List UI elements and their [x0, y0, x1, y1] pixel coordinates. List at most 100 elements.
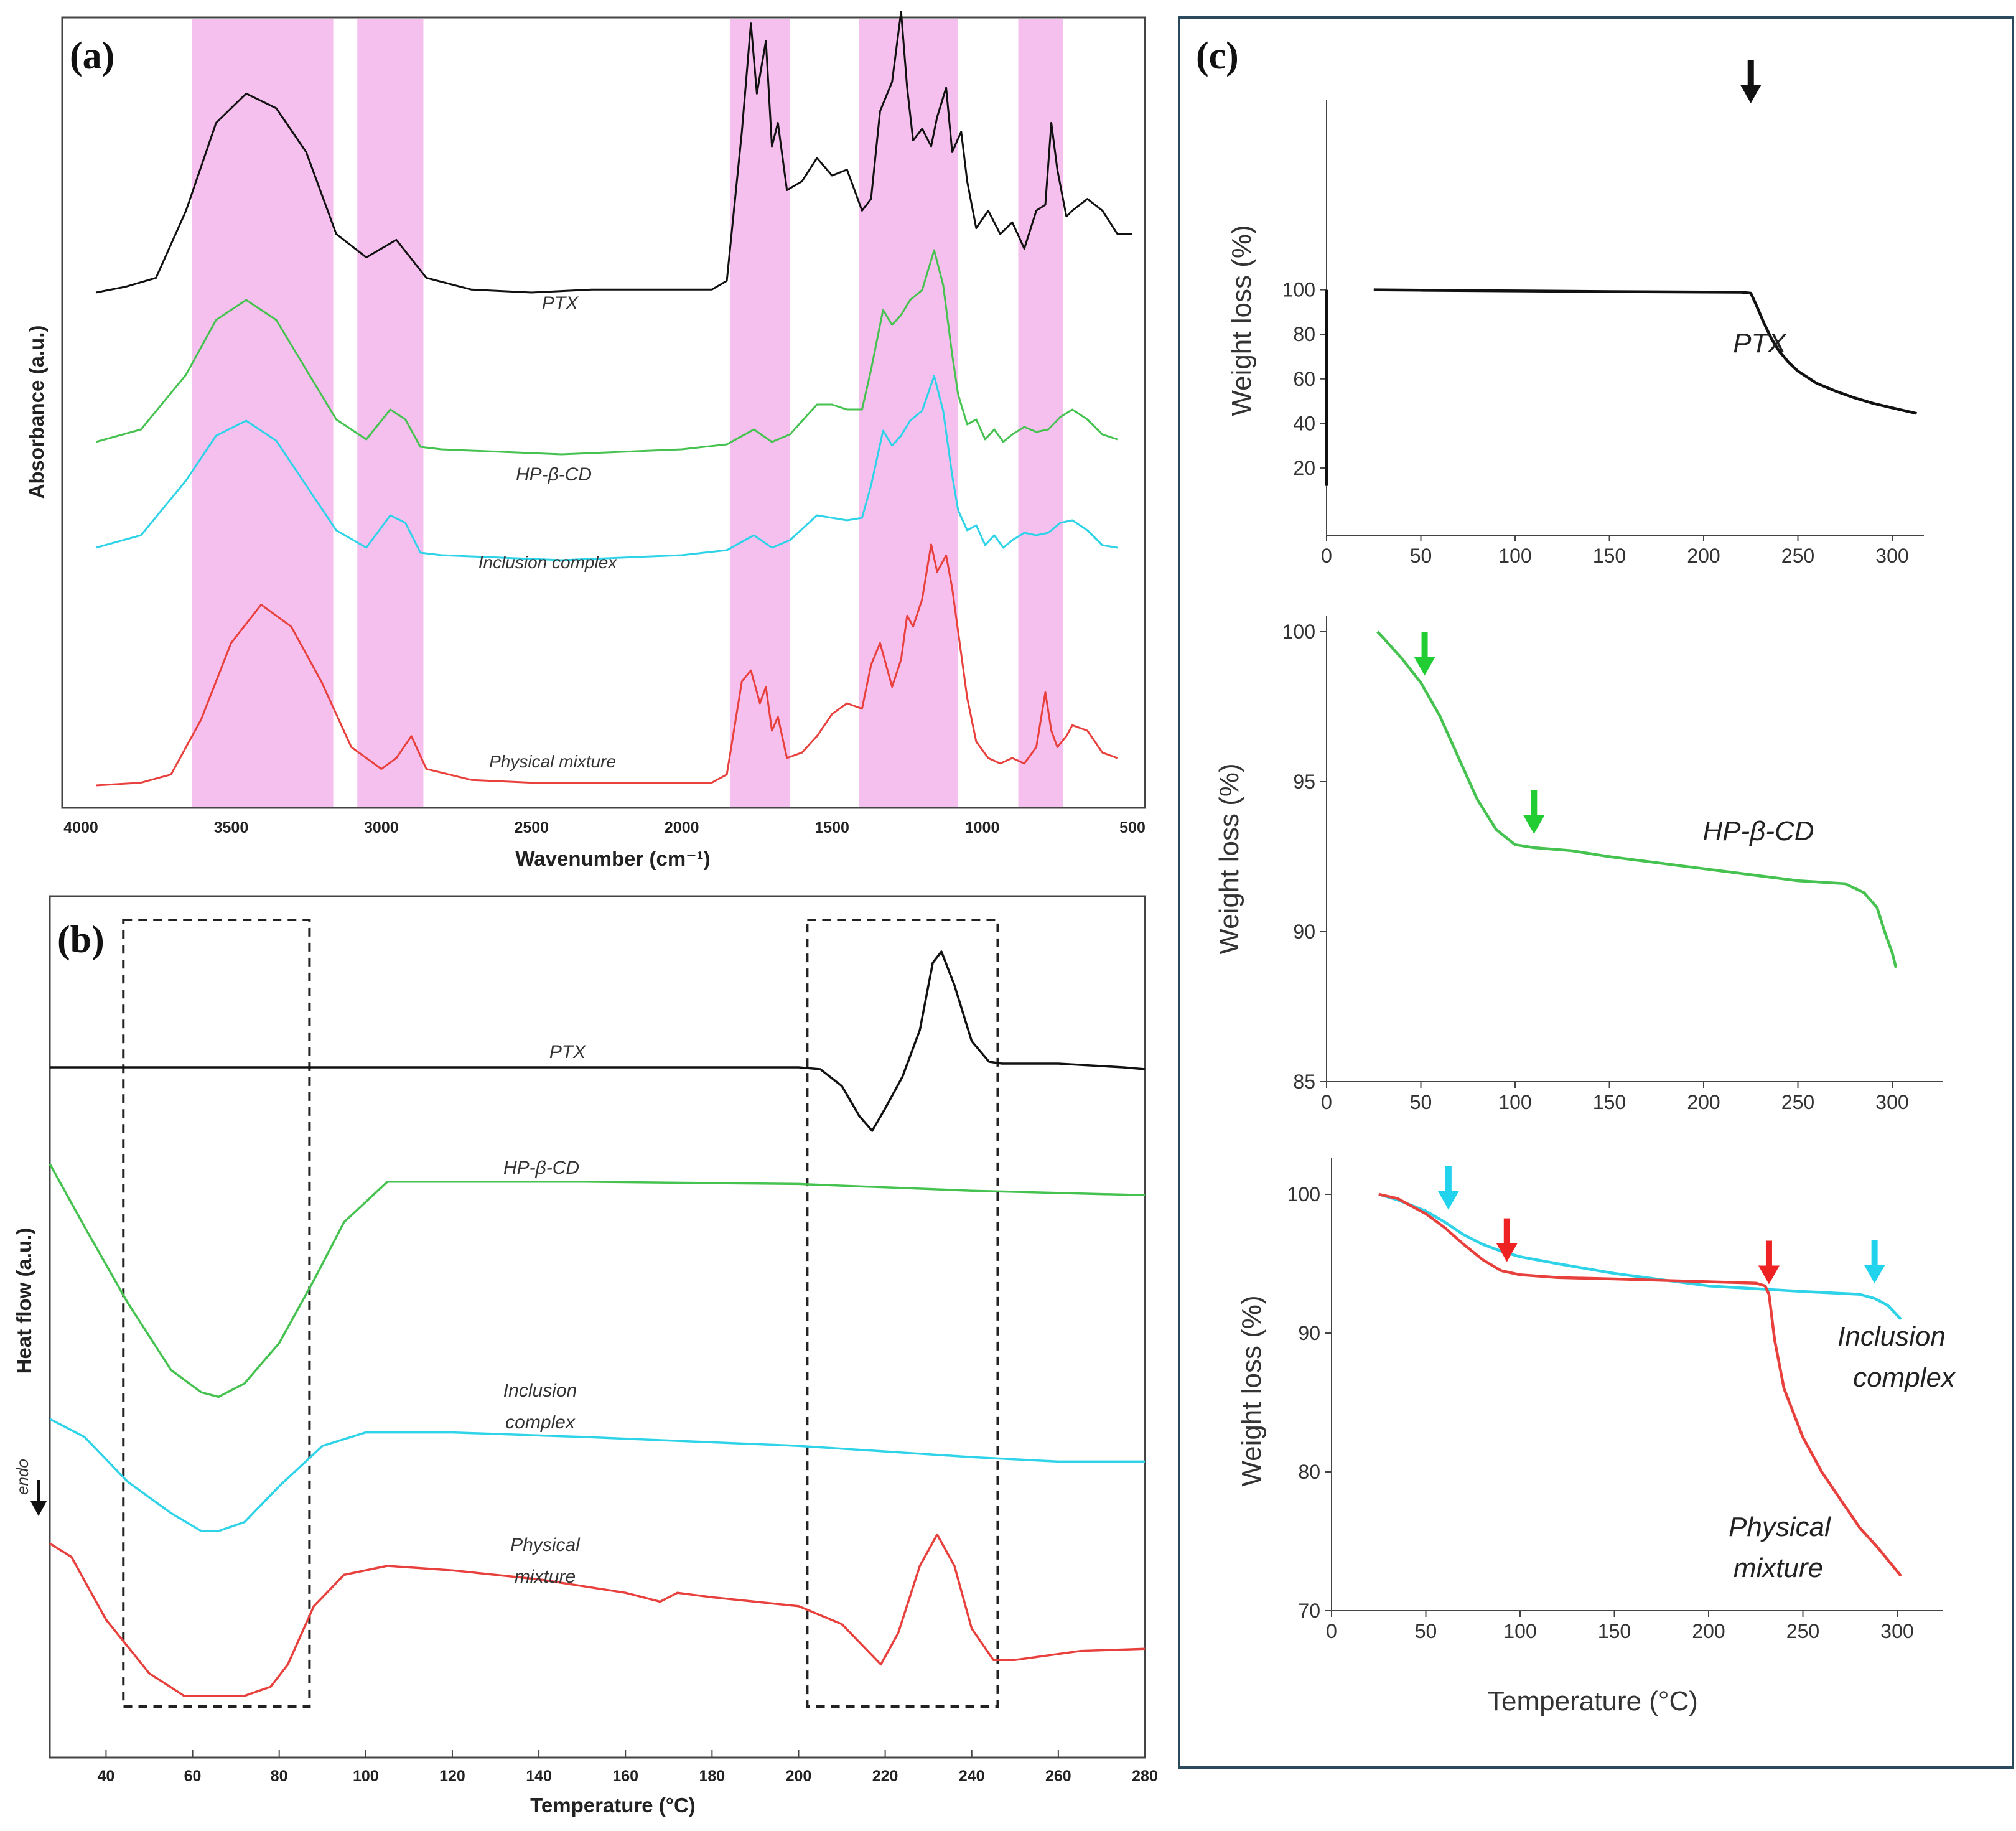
ftir-line-inclusion-complex: [95, 375, 1118, 561]
tga-x-tick: 250: [1786, 1620, 1819, 1642]
panel-c-bot-y-axis-title: Weight loss (%): [1236, 1295, 1267, 1486]
tga-y-tick: 100: [1287, 1183, 1320, 1206]
tga-y-tick: 80: [1293, 323, 1315, 345]
tga-y-tick: 90: [1293, 920, 1315, 943]
tga-x-tick: 100: [1498, 1091, 1531, 1113]
ftir-x-tick: 2500: [514, 819, 549, 836]
dsc-x-tick: 120: [439, 1768, 465, 1785]
dsc-x-tick: 40: [98, 1768, 115, 1785]
panel-c-letter: (c): [1196, 35, 1239, 77]
ftir-band-1: [192, 19, 334, 808]
tga-x-tick: 200: [1692, 1620, 1725, 1642]
tga-x-tick: 50: [1410, 545, 1432, 567]
panel-a-frame: [61, 16, 1146, 809]
tga-y-tick: 100: [1282, 620, 1315, 643]
tga-x-tick: 300: [1880, 1620, 1913, 1642]
tga-y-tick: 70: [1298, 1599, 1320, 1622]
series-label-b-ptx: PTX: [549, 1042, 586, 1062]
dsc-line-inclusion-complex: [49, 1418, 1145, 1532]
series-label-c-physical-line2: mixture: [1734, 1553, 1823, 1583]
ftir-band-5: [1018, 19, 1063, 808]
dsc-x-tick: 100: [353, 1768, 379, 1785]
dsc-curves: [49, 950, 1146, 1697]
ftir-band-3: [729, 19, 790, 808]
tga-x-tick: 300: [1875, 545, 1908, 567]
series-label-c-ptx: PTX: [1733, 328, 1787, 358]
dsc-x-tick: 240: [959, 1768, 985, 1785]
panel-a-x-ticks: 4000 3500 3000 2500 2000 1500 1000 500: [63, 819, 1146, 836]
panel-c-top-y-axis-title: Weight loss (%): [1226, 225, 1257, 416]
series-label-b-physical-line2: mixture: [515, 1566, 576, 1587]
ftir-x-tick: 1000: [965, 819, 1000, 836]
tga-mixtures-subplot: 0 50 100 150 200 250 300 70 80 90 100: [1287, 1158, 1943, 1642]
arrow-down-icon-physical-1-head: [1496, 1243, 1518, 1262]
tga-x-tick: 150: [1598, 1620, 1631, 1642]
arrow-down-icon-ptx-head: [1740, 85, 1762, 103]
panel-b-x-axis-title: Temperature (°C): [530, 1794, 696, 1817]
arrow-down-icon-inclusion-1-head: [1437, 1191, 1459, 1210]
dsc-x-tick: 80: [271, 1768, 288, 1785]
dsc-x-tick: 180: [699, 1768, 725, 1785]
tga-hpbcd-subplot: 0 50 100 150 200 250 300 85 90 95 100: [1282, 616, 1943, 1113]
tga-x-tick: 0: [1326, 1620, 1337, 1642]
series-label-a-inclusion: Inclusion complex: [478, 553, 618, 572]
dsc-line-physical-mixture: [49, 1533, 1146, 1697]
series-label-c-hpbcd: HP-β-CD: [1702, 816, 1814, 846]
tga-y-tick: 60: [1293, 368, 1315, 390]
series-label-b-physical-line1: Physical: [510, 1535, 581, 1555]
panel-c-mid-y-axis-title: Weight loss (%): [1214, 763, 1244, 954]
dsc-dashed-regions: [122, 919, 999, 1708]
ftir-x-tick: 1500: [814, 819, 849, 836]
dsc-x-tick: 260: [1045, 1768, 1071, 1785]
dsc-x-tick: 60: [184, 1768, 202, 1785]
series-label-a-hpbcd: HP-β-CD: [516, 464, 592, 485]
dsc-line-hp-cd: [49, 1163, 1146, 1398]
series-label-a-ptx: PTX: [542, 293, 579, 314]
tga-x-tick: 50: [1415, 1620, 1437, 1642]
tga-line-hp-cd: [1376, 630, 1898, 968]
arrow-down-icon-hpbcd-1-head: [1414, 657, 1435, 676]
tga-x-tick: 150: [1593, 1091, 1626, 1113]
panel-a-x-axis-title: Wavenumber (cm⁻¹): [515, 847, 710, 870]
ftir-x-tick: 2000: [665, 819, 699, 836]
tga-x-tick: 250: [1781, 1091, 1814, 1113]
tga-line-physical-mixture: [1378, 1192, 1902, 1577]
tga-x-tick: 50: [1410, 1091, 1432, 1113]
series-label-b-hpbcd: HP-β-CD: [503, 1158, 579, 1178]
tga-y-tick: 85: [1293, 1070, 1315, 1093]
dsc-dashed-box-2: [806, 919, 999, 1708]
panel-a-letter: (a): [70, 35, 114, 77]
tga-x-tick: 200: [1687, 1091, 1720, 1113]
dsc-x-tick: 140: [526, 1768, 552, 1785]
tga-x-tick: 250: [1781, 545, 1814, 567]
dsc-x-tick: 160: [612, 1768, 638, 1785]
series-label-c-inclusion-line2: complex: [1853, 1362, 1956, 1393]
tga-x-tick: 0: [1321, 1091, 1332, 1113]
panel-c-x-axis-title: Temperature (°C): [1488, 1686, 1698, 1716]
panel-b-frame: [49, 895, 1146, 1759]
tga-x-tick: 150: [1593, 545, 1626, 567]
tga-x-tick: 100: [1503, 1620, 1536, 1642]
tga-line-ptx: [1373, 288, 1917, 415]
ftir-line-physical-mixture: [96, 543, 1118, 787]
ftir-band-2: [357, 19, 424, 808]
ftir-line-hp-cd: [95, 249, 1118, 456]
tga-line-inclusion-complex: [1378, 1192, 1902, 1321]
ftir-x-tick: 3000: [364, 819, 399, 836]
tga-y-tick: 20: [1293, 457, 1315, 479]
panel-a-y-axis-title: Absorbance (a.u.): [25, 325, 48, 499]
panel-b-dsc-chart: (b) 40 60 80 100 120 140 160 180 200 220 240 260 280…: [12, 895, 1158, 1817]
endo-label: endo: [13, 1459, 32, 1495]
tga-y-tick: 100: [1282, 279, 1315, 301]
dsc-dashed-box-1: [122, 919, 311, 1708]
arrow-down-icon-physical-2-head: [1758, 1265, 1780, 1285]
ftir-spectra: [95, 11, 1132, 787]
ftir-x-tick: 500: [1119, 819, 1146, 836]
ftir-x-tick: 4000: [63, 819, 98, 836]
series-label-b-inclusion-line2: complex: [505, 1412, 576, 1433]
tga-x-tick: 0: [1321, 545, 1332, 567]
dsc-x-tick: 200: [786, 1768, 812, 1785]
tga-y-tick: 90: [1298, 1322, 1320, 1344]
series-label-c-inclusion-line1: Inclusion: [1837, 1321, 1946, 1352]
